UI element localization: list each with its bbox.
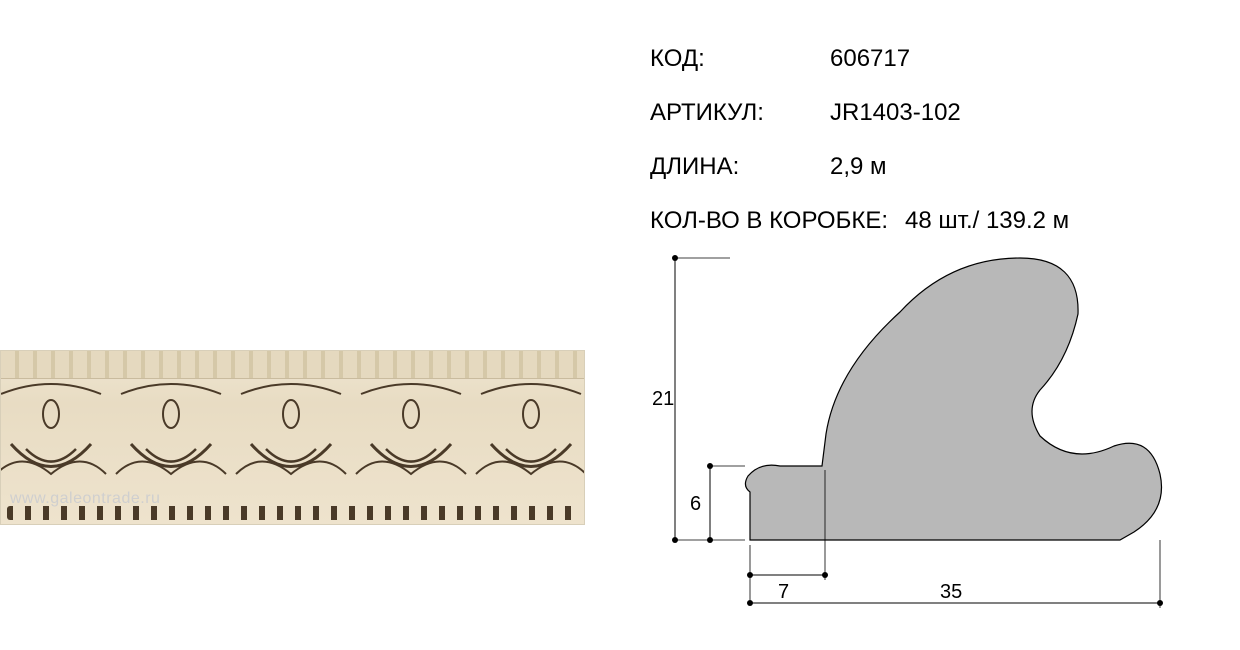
spec-list: КОД: 606717 АРТИКУЛ: JR1403-102 ДЛИНА: 2… — [650, 35, 1069, 251]
molding-top-ridge — [1, 351, 584, 379]
spec-row-code: КОД: 606717 — [650, 35, 1069, 83]
dim-height-6: 6 — [675, 463, 745, 543]
molding-arch-motif — [351, 379, 471, 509]
spec-code-label: КОД: — [650, 35, 820, 83]
spec-length-label: ДЛИНА: — [650, 143, 820, 191]
molding-pattern — [1, 379, 584, 502]
spec-code-value: 606717 — [820, 35, 910, 83]
watermark-text: www.galeontrade.ru — [10, 490, 160, 508]
dim-width-35-label: 35 — [940, 581, 962, 603]
spec-row-length: ДЛИНА: 2,9 м — [650, 143, 1069, 191]
dim-height-6-label: 6 — [690, 493, 701, 515]
profile-shape — [745, 258, 1161, 540]
spec-length-value: 2,9 м — [820, 143, 887, 191]
spec-article-label: АРТИКУЛ: — [650, 89, 820, 137]
spec-article-value: JR1403-102 — [820, 89, 961, 137]
spec-box-label: КОЛ-ВО В КОРОБКЕ: — [650, 197, 895, 245]
molding-dot-row — [7, 506, 578, 520]
molding-arch-motif — [471, 379, 585, 509]
spec-row-box: КОЛ-ВО В КОРОБКЕ: 48 шт./ 139.2 м — [650, 197, 1069, 245]
spec-row-article: АРТИКУЛ: JR1403-102 — [650, 89, 1069, 137]
dim-width-7-label: 7 — [778, 581, 789, 603]
molding-arch-motif — [231, 379, 351, 509]
profile-diagram: 21 6 7 35 — [620, 240, 1200, 620]
dim-height-21-label: 21 — [652, 388, 674, 410]
spec-box-value: 48 шт./ 139.2 м — [895, 197, 1069, 245]
dim-width-35: 35 — [747, 540, 1163, 608]
